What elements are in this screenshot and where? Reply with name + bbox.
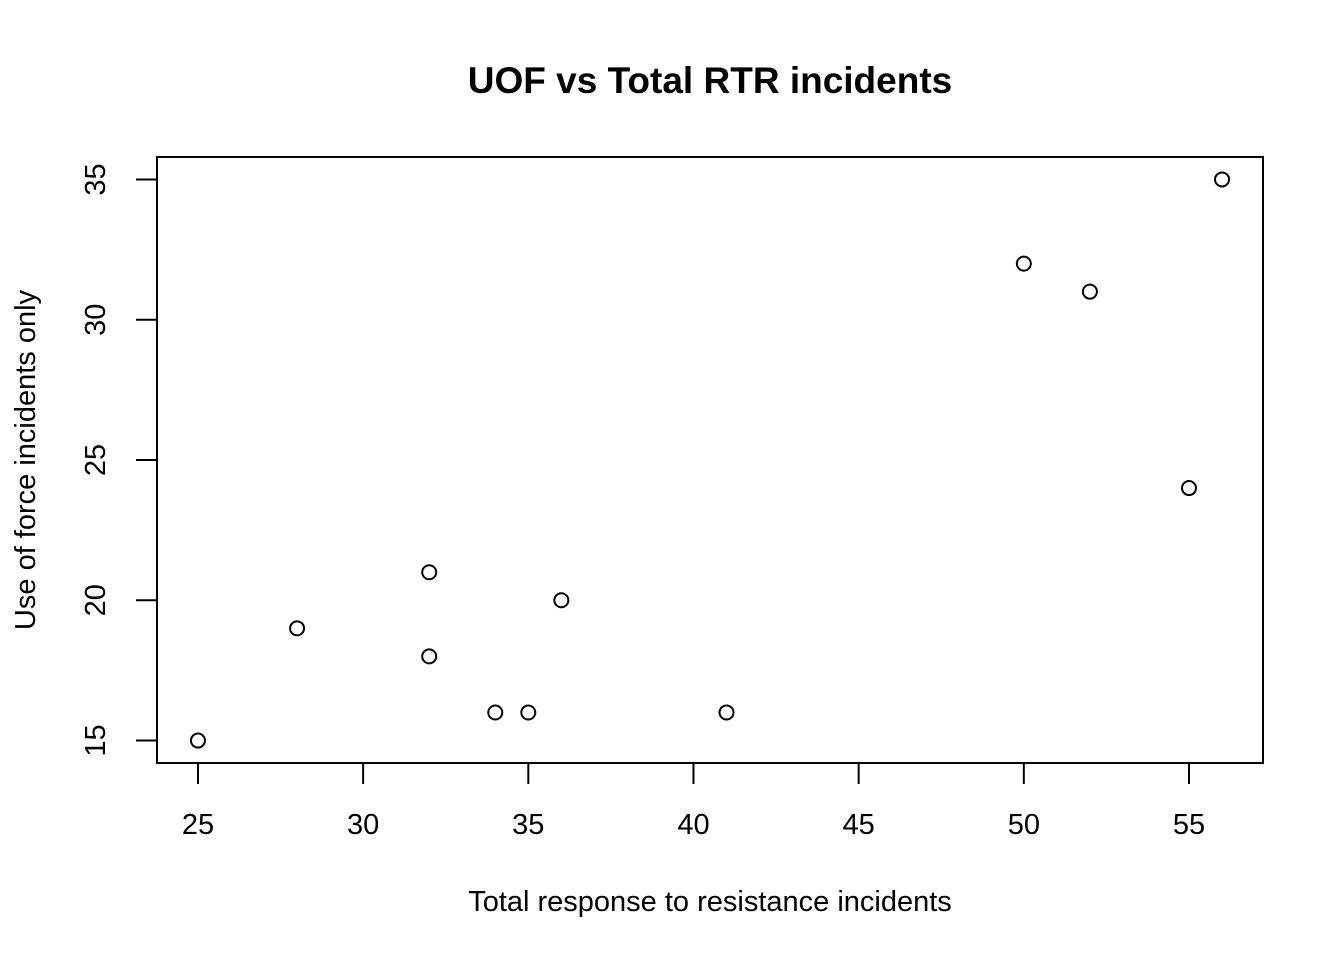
x-tick-label: 30 (347, 809, 379, 841)
y-tick-label: 20 (80, 584, 112, 616)
data-point (1181, 480, 1198, 497)
data-point (421, 648, 438, 665)
data-point (718, 704, 735, 721)
x-axis: 25 30 35 40 45 50 55 (182, 762, 1205, 841)
chart-title: UOF vs Total RTR incidents (468, 60, 952, 101)
plot-area (156, 156, 1264, 764)
data-point (1081, 283, 1098, 300)
data-point (1214, 171, 1231, 188)
y-axis: 15 20 25 30 35 (80, 163, 158, 757)
data-point (1015, 255, 1032, 272)
y-tick-label: 15 (80, 724, 112, 756)
x-axis-label: Total response to resistance incidents (468, 886, 952, 918)
data-point (520, 704, 537, 721)
data-points (189, 171, 1231, 749)
x-tick-label: 50 (1008, 809, 1040, 841)
x-tick-label: 25 (182, 809, 214, 841)
data-point (189, 732, 206, 749)
x-tick-label: 45 (843, 809, 875, 841)
y-tick-label: 25 (80, 444, 112, 476)
x-tick-label: 35 (512, 809, 544, 841)
data-point (487, 704, 504, 721)
y-axis-label: Use of force incidents only (10, 289, 42, 630)
data-point (421, 564, 438, 581)
x-tick-label: 40 (677, 809, 709, 841)
data-point (553, 592, 570, 609)
x-tick-label: 55 (1173, 809, 1205, 841)
data-point (289, 620, 306, 637)
y-tick-label: 35 (80, 163, 112, 195)
y-tick-label: 30 (80, 304, 112, 336)
